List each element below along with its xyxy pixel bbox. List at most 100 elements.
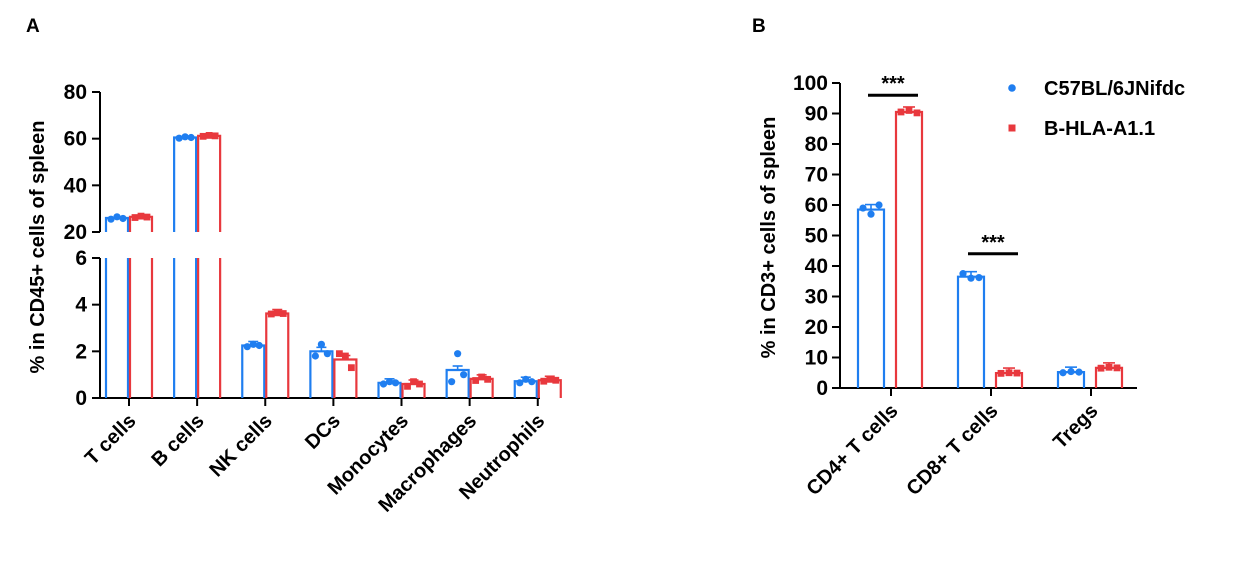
y-tick-label-40: 40 <box>64 174 87 197</box>
point-dcs-s0-1 <box>317 340 325 348</box>
point-b-cells-s1-2 <box>211 132 219 140</box>
bar-nk-cells-s1 <box>265 312 290 398</box>
y-tick-label-20: 20 <box>64 221 87 244</box>
point-cd4-t-cells-s0-0 <box>859 204 867 212</box>
point-tregs-s1-0 <box>1097 364 1105 372</box>
point-monocytes-s1-0 <box>404 382 411 390</box>
point-cd8-t-cells-s0-1 <box>967 274 975 282</box>
point-nk-cells-s1-0 <box>267 310 275 318</box>
point-tregs-s0-2 <box>1075 368 1083 376</box>
point-cd4-t-cells-s1-1 <box>905 107 913 114</box>
point-macrophages-s1-0 <box>472 377 480 384</box>
point-t-cells-s0-2 <box>119 214 127 223</box>
y-tick-label-50: 50 <box>805 225 828 248</box>
legend-marker-b-hla-a1-1 <box>1008 124 1016 132</box>
panel-b-letter: B <box>752 16 766 37</box>
point-tregs-s0-1 <box>1067 367 1075 376</box>
point-cd8-t-cells-s1-2 <box>1013 369 1021 377</box>
point-cd4-t-cells-s1-0 <box>897 108 905 116</box>
point-t-cells-s0-1 <box>113 213 121 221</box>
bar-cd4-t-cells-s0 <box>856 208 886 388</box>
y-tick-label-30: 30 <box>805 286 828 309</box>
point-b-cells-s1-1 <box>205 132 213 139</box>
x-label-tregs: Tregs <box>1049 400 1102 453</box>
point-b-cells-s0-0 <box>175 134 183 142</box>
y-tick-label-4: 4 <box>75 294 87 317</box>
point-nk-cells-s0-2 <box>255 341 263 350</box>
bar-nk-cells-s0 <box>241 344 266 398</box>
y-tick-label-70: 70 <box>805 164 828 187</box>
point-macrophages-s0-2 <box>460 371 468 379</box>
x-label-cd4-t-cells: CD4+ T cells <box>802 400 902 500</box>
point-cd4-t-cells-s0-1 <box>867 210 875 218</box>
y-tick-label-6: 6 <box>75 247 87 270</box>
x-label-nk-cells: NK cells <box>205 410 276 481</box>
y-axis-label: % in CD45+ cells of spleen <box>27 121 49 374</box>
legend-label-b-hla-a1-1: B-HLA-A1.1 <box>1044 118 1155 140</box>
point-neutrophils-s1-1 <box>546 375 554 383</box>
point-neutrophils-s0-2 <box>528 378 536 386</box>
y-tick-label-40: 40 <box>805 255 828 278</box>
point-monocytes-s1-1 <box>410 378 417 386</box>
point-cd8-t-cells-s1-1 <box>1005 369 1013 377</box>
point-macrophages-s1-2 <box>484 375 492 383</box>
y-tick-label-10: 10 <box>805 347 828 370</box>
point-nk-cells-s1-2 <box>279 310 287 317</box>
point-monocytes-s0-2 <box>391 379 400 387</box>
point-macrophages-s0-1 <box>454 350 462 358</box>
y-tick-label-60: 60 <box>64 128 87 151</box>
point-dcs-s0-0 <box>311 352 319 360</box>
point-cd8-t-cells-s0-0 <box>959 270 967 278</box>
panel-a-letter: A <box>26 16 40 37</box>
point-cd4-t-cells-s1-2 <box>913 109 921 117</box>
bar-cd8-t-cells-s0 <box>956 275 986 388</box>
point-monocytes-s1-2 <box>416 380 423 388</box>
point-t-cells-s1-0 <box>131 214 139 221</box>
point-macrophages-s1-1 <box>478 373 486 381</box>
point-b-cells-s0-2 <box>187 133 195 142</box>
point-nk-cells-s1-1 <box>273 309 281 317</box>
point-dcs-s0-2 <box>323 350 331 358</box>
legend-label-c57bl-6jnifdc: C57BL/6JNifdc <box>1044 78 1185 100</box>
point-nk-cells-s0-1 <box>249 340 257 348</box>
point-tregs-s1-1 <box>1105 363 1113 371</box>
point-dcs-s1-0 <box>335 350 343 358</box>
y-tick-label-0: 0 <box>75 387 87 410</box>
y-tick-label-100: 100 <box>793 72 828 95</box>
point-tregs-s0-0 <box>1059 369 1067 377</box>
point-dcs-s1-1 <box>341 352 349 360</box>
x-label-cd8-t-cells: CD8+ T cells <box>902 400 1002 500</box>
y-axis-label: % in CD3+ cells of spleen <box>758 117 780 359</box>
point-neutrophils-s1-2 <box>552 376 560 384</box>
point-tregs-s1-2 <box>1113 364 1121 372</box>
y-tick-label-0: 0 <box>816 377 828 400</box>
y-tick-label-80: 80 <box>805 133 828 156</box>
point-cd8-t-cells-s0-2 <box>975 273 983 282</box>
bar-t-cells-s0-lower <box>104 258 130 398</box>
point-t-cells-s0-0 <box>107 215 115 223</box>
bar-b-cells-s1-lower <box>197 258 222 398</box>
point-neutrophils-s1-0 <box>540 377 548 385</box>
point-neutrophils-s0-1 <box>522 375 530 383</box>
point-monocytes-s0-1 <box>385 378 394 386</box>
significance-label-cd4-t-cells: *** <box>881 73 905 95</box>
point-b-cells-s0-1 <box>181 133 189 141</box>
bar-cd4-t-cells-s1 <box>894 110 924 388</box>
point-cd4-t-cells-s0-2 <box>875 201 883 209</box>
point-b-cells-s1-0 <box>199 132 207 140</box>
y-tick-label-80: 80 <box>64 81 87 104</box>
y-tick-label-90: 90 <box>805 103 828 126</box>
y-tick-label-60: 60 <box>805 194 828 217</box>
point-neutrophils-s0-0 <box>516 379 524 387</box>
bar-b-cells-s0-lower <box>173 258 198 398</box>
point-t-cells-s1-2 <box>143 213 151 221</box>
legend: C57BL/6JNifdc B-HLA-A1.1 <box>1008 78 1185 140</box>
significance-label-cd8-t-cells: *** <box>981 232 1005 254</box>
bar-b-cells-s1-upper <box>197 134 222 232</box>
bar-t-cells-s1-lower <box>128 258 154 398</box>
x-label-b-cells: B cells <box>148 410 209 471</box>
bar-b-cells-s0-upper <box>173 136 198 232</box>
point-monocytes-s0-0 <box>379 380 388 388</box>
x-label-t-cells: T cells <box>81 410 141 470</box>
